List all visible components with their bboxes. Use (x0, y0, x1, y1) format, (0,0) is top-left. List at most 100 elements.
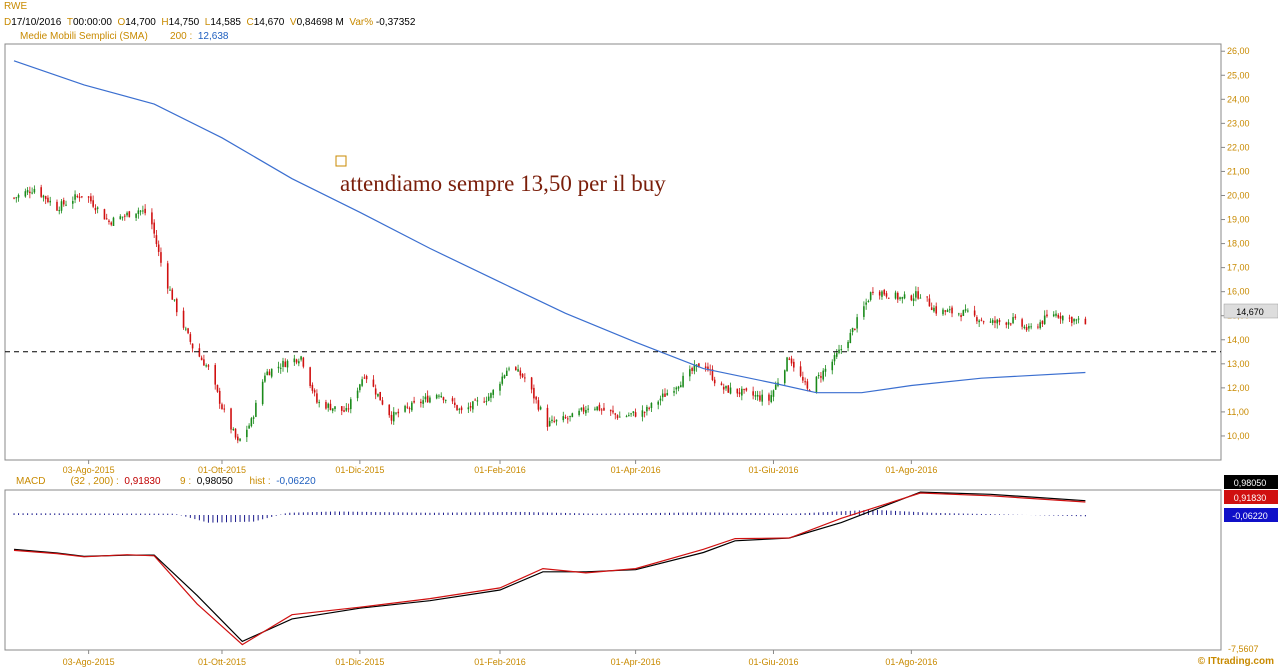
candle-body (363, 377, 366, 379)
candle-body (311, 384, 314, 391)
candle-body (628, 415, 630, 417)
candle-body (501, 376, 504, 384)
candle-body (578, 410, 580, 416)
candle-body (657, 401, 660, 405)
candle-body (722, 386, 725, 390)
candle-body (612, 410, 614, 413)
candle-body (774, 384, 777, 390)
candle-body (1073, 319, 1075, 322)
price-tick-label: 10,00 (1227, 431, 1250, 441)
candle-body (643, 411, 646, 413)
signal-label: 9 : (180, 476, 192, 487)
price-tick-label: 22,00 (1227, 142, 1250, 152)
candle-body (96, 207, 99, 209)
candle-body (903, 294, 906, 299)
candle-body (266, 371, 268, 376)
price-tick-label: 21,00 (1227, 166, 1250, 176)
candle-body (869, 292, 872, 300)
candle-body (78, 196, 81, 198)
candle-body (519, 370, 522, 376)
candle-body (691, 367, 693, 371)
candle-body (553, 420, 556, 422)
macd-line (13, 492, 1086, 646)
candle-body (246, 429, 248, 438)
candle-body (770, 395, 773, 403)
candle-body (901, 297, 904, 299)
candle-body (467, 407, 470, 410)
candle-body (26, 190, 29, 193)
hist-value-box (1224, 508, 1278, 522)
candle-body (166, 263, 169, 289)
candle-body (377, 393, 379, 397)
candle-body (232, 428, 235, 430)
candle-body (474, 399, 476, 401)
candle-body (268, 371, 271, 376)
candle-body (508, 368, 510, 370)
annotation-text: attendiamo sempre 13,50 per il buy (340, 171, 666, 196)
date-tick-label: 03-Ago-2015 (63, 657, 115, 667)
candle-body (458, 408, 461, 410)
candle-body (359, 384, 361, 391)
candle-body (406, 406, 409, 408)
candle-body (675, 387, 678, 390)
candle-body (137, 210, 140, 214)
candle-body (413, 400, 415, 403)
signal-value-box (1224, 475, 1278, 489)
candle-body (17, 195, 20, 198)
candle-body (44, 196, 47, 200)
candle-body (472, 401, 474, 410)
candle-body (173, 299, 176, 301)
candle-body (157, 244, 160, 252)
date-axis-macd: 03-Ago-2015 01-Ott-2015 01-Dic-2015 01-Feb-… (63, 650, 937, 667)
date-tick-label: 01-Ott-2015 (198, 657, 246, 667)
candle-body (783, 370, 786, 384)
candle-body (395, 412, 397, 414)
candle-body (203, 359, 205, 366)
date-tick-label: 01-Ago-2016 (885, 465, 937, 475)
candle-body (207, 365, 210, 367)
candle-body (865, 302, 867, 305)
candle-body (962, 310, 965, 316)
candle-body (270, 368, 273, 377)
last-price-box (1223, 303, 1278, 319)
candle-body (1007, 322, 1010, 325)
candle-body (15, 197, 18, 199)
price-tick-label: 18,00 (1227, 239, 1250, 249)
price-tick-label: 24,00 (1227, 94, 1250, 104)
candle-body (49, 200, 52, 203)
candle-body (725, 385, 727, 389)
candle-body (223, 408, 226, 410)
candle-body (616, 415, 619, 419)
date-tick-label: 01-Apr-2016 (611, 657, 661, 667)
candle-body (397, 411, 400, 414)
candle-body (666, 393, 669, 396)
candle-body (867, 301, 870, 303)
annotation-marker[interactable] (335, 155, 347, 167)
price-tick-label: 14,00 (1227, 335, 1250, 345)
candle-body (456, 405, 458, 411)
candle-body (648, 407, 650, 409)
candle-body (831, 361, 834, 371)
candle-body (998, 320, 1001, 323)
candle-body (31, 192, 33, 194)
candle-body (582, 407, 585, 412)
candle-body (1084, 318, 1087, 325)
candle-body (537, 400, 540, 410)
candle-body (24, 191, 27, 197)
date-tick-label: 01-Apr-2016 (611, 465, 661, 475)
candle-body (90, 196, 92, 202)
candle-body (1052, 314, 1055, 317)
candle-body (935, 306, 938, 314)
candle-body (646, 406, 648, 412)
candle-body (743, 388, 745, 390)
candle-body (126, 212, 128, 216)
candle-body (546, 407, 549, 427)
candle-body (788, 358, 791, 360)
candle-body (286, 360, 289, 368)
candle-body (524, 377, 526, 379)
candle-body (329, 403, 332, 411)
candle-body (822, 370, 825, 380)
candle-body (951, 307, 953, 314)
candle-body (356, 390, 359, 399)
candle-body (533, 387, 535, 399)
